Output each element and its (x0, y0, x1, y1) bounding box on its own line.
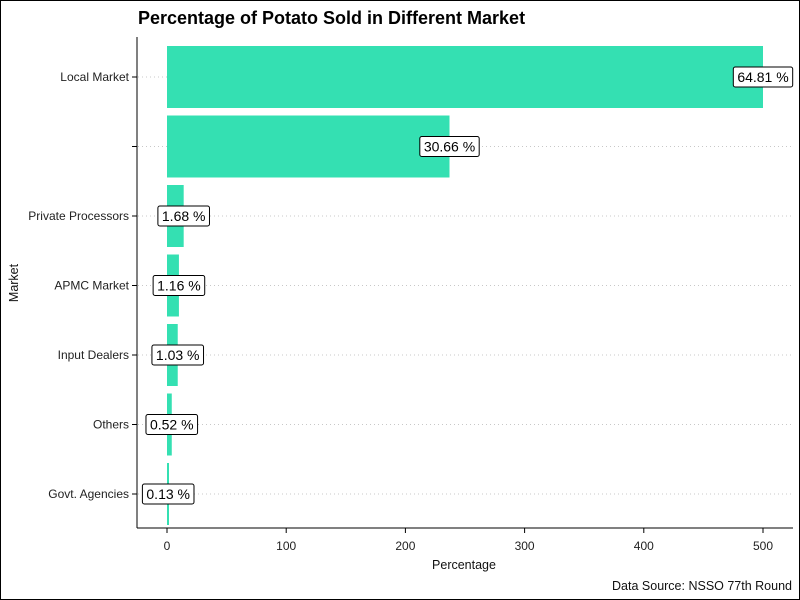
y-tick-labels: Local Market Private Processors APMC Marke… (28, 70, 137, 501)
svg-text:1.68 %: 1.68 % (162, 208, 206, 224)
y-tick-label-private-processors: Private Processors (28, 209, 129, 223)
x-tick-label-400: 400 (634, 539, 654, 553)
x-tick-label-0: 0 (164, 539, 171, 553)
y-tick-label-local-market: Local Market (60, 70, 129, 84)
data-label-govt-agencies: 0.13 % (141, 483, 195, 505)
svg-text:1.16 %: 1.16 % (157, 278, 201, 294)
bar-local-market (167, 46, 763, 108)
svg-text:30.66 %: 30.66 % (424, 139, 475, 155)
data-label-others: 0.52 % (145, 414, 199, 435)
x-tick-label-300: 300 (515, 539, 535, 553)
y-tick-label-input-dealers: Input Dealers (58, 348, 129, 362)
data-label-input-dealers: 1.03 % (151, 344, 205, 366)
data-label-unlabeled-1: 30.66 % (419, 136, 480, 157)
svg-text:1.03 %: 1.03 % (156, 347, 200, 363)
y-tick-label-govt-agencies: Govt. Agencies (48, 487, 129, 501)
y-tick-label-others: Others (93, 418, 129, 432)
y-tick-label-apmc-market: APMC Market (54, 279, 129, 293)
x-tick-label-100: 100 (276, 539, 296, 553)
x-axis-title: Percentage (432, 558, 496, 572)
x-tick-label-500: 500 (753, 539, 773, 553)
svg-text:0.13 %: 0.13 % (146, 486, 190, 502)
bars (167, 46, 763, 525)
y-axis-title: Market (7, 263, 21, 302)
chart-title: Percentage of Potato Sold in Different M… (138, 8, 525, 28)
data-labels: 64.81 % 30.66 % 1.68 % 1.16 % 1.03 % 0.52 % 0.… (141, 66, 794, 505)
x-tick-labels: 0 100 200 300 400 500 (164, 528, 773, 553)
data-source-caption: Data Source: NSSO 77th Round (612, 579, 792, 593)
data-label-local-market: 64.81 % (732, 66, 794, 88)
data-label-private-processors: 1.68 % (157, 205, 210, 227)
data-label-apmc-market: 1.16 % (152, 275, 206, 296)
bar-unlabeled-1 (167, 115, 450, 178)
svg-text:64.81 %: 64.81 % (737, 69, 788, 85)
svg-text:0.52 %: 0.52 % (150, 417, 194, 433)
x-tick-label-200: 200 (395, 539, 415, 553)
